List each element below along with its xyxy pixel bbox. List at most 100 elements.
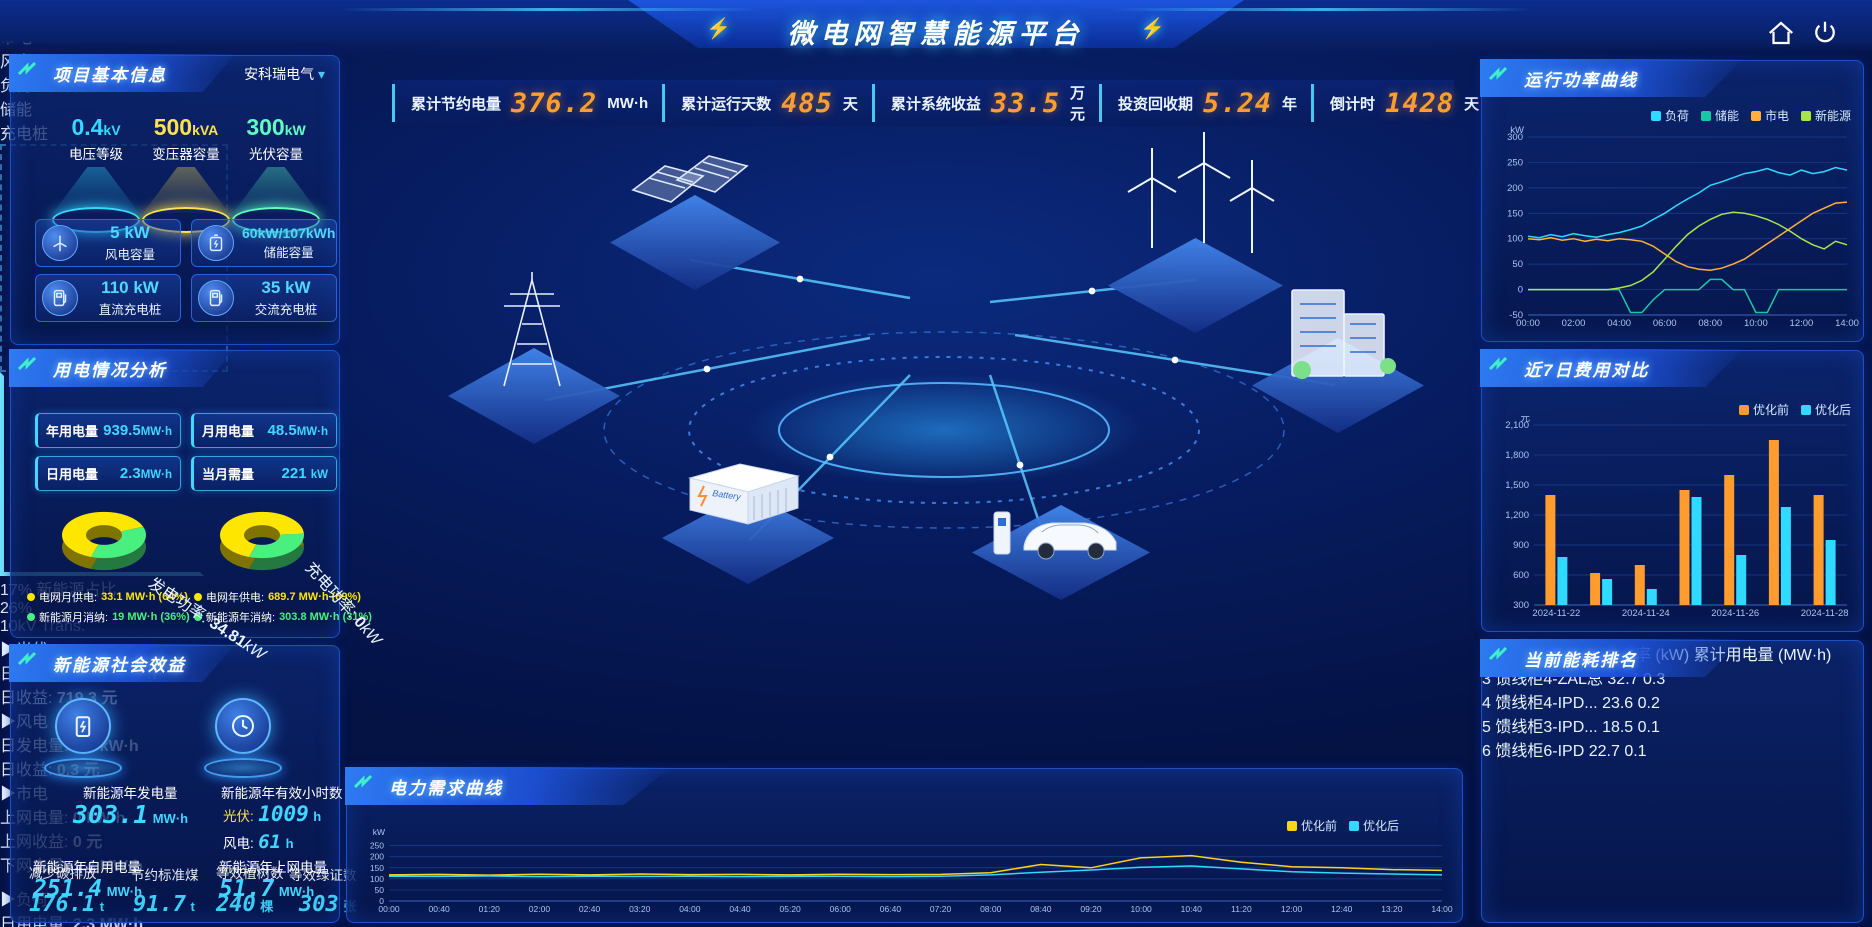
legend-dot [194,613,202,621]
clock-icon [215,698,271,754]
legend-dot [27,593,35,601]
kpi-value: 5.24 [1203,87,1273,119]
trees-label: 等效植树数 [216,866,284,881]
svg-text:09:20: 09:20 [1080,904,1102,914]
panel-corner-icon [1488,646,1508,661]
kpi-unit: 天 [842,95,858,113]
spotlight-transformer-capacity: 500kVA 变压器容量 [134,114,238,233]
legend-item[interactable]: 优化前 [1738,401,1789,418]
header-streak-left [340,8,760,11]
demand-chart-legend: 优化前 优化后 [1287,817,1399,834]
svg-text:02:40: 02:40 [579,904,601,914]
svg-text:kW: kW [373,827,385,837]
capacity-storage: 60kW/107kWh 储能容量 [191,219,337,267]
panel-corner-icon [1488,356,1508,371]
svg-text:14:00: 14:00 [1835,318,1859,329]
table-row[interactable]: 4 馈线柜4-IPD... 23.6 0.2 [1482,689,1863,713]
spotlight-value: 500 [153,114,193,140]
stat-value: 221 [281,465,307,482]
spotlight-unit: kVA [192,122,219,138]
panel-title: 项目基本信息 [9,54,236,92]
capacity-label: 直流充电桩 [98,303,162,317]
svg-text:600: 600 [1513,570,1529,581]
power-cell: 22.7 [1588,743,1620,760]
generation-pedestal [37,698,129,778]
kpi-value: 1428 [1385,87,1455,119]
svg-text:2024-11-26: 2024-11-26 [1711,608,1759,619]
svg-text:900: 900 [1513,540,1529,551]
panel-title-text: 运行功率曲线 [1524,70,1638,90]
panel-corner-icon [353,774,373,789]
stat-value: 2.3 [119,465,141,482]
power-curve-chart: 300 250 200 150 100 50 0 -50 kW 00:00 02:00 04:00 06… [1507,125,1859,329]
panel-title: 电力需求曲线 [345,767,672,805]
hours-label: 新能源年有效小时数 [221,786,343,801]
legend-dot [194,593,202,601]
kpi-label: 累计运行天数 [681,95,772,113]
company-selector-value: 安科瑞电气 [244,66,315,82]
energy-cell: 0.2 [1637,695,1660,712]
panel-energy-ranking: 当前能耗排名 排序 用电支路 实时功率 (kW) 累计用电量 (MW·h) 3 … [1480,639,1864,923]
power-icon[interactable] [1810,18,1840,48]
kpi-countdown: 倒计时 1428 天 [1311,84,1493,122]
table-row[interactable]: 5 馈线柜3-IPD... 18.5 0.1 [1482,713,1863,737]
panel-power-curve: 运行功率曲线 负荷 储能 市电 新能源 300 250 200 150 100 50 0 -50 kW… [1480,59,1864,342]
svg-text:06:00: 06:00 [1653,318,1677,329]
home-icon[interactable] [1766,18,1796,48]
spotlight-voltage-level: 0.4kV 电压等级 [44,114,148,233]
glow-disc [44,758,122,778]
legend-item[interactable]: 新能源 [1800,107,1851,124]
panel-demand-curve: 电力需求曲线 优化前 优化后 250 200 150 100 50 0 kW 00:00 00:4… [345,767,1463,923]
svg-text:元: 元 [1520,415,1530,424]
spotlight-label: 电压等级 [69,147,123,162]
wind-hours-unit: h [285,836,294,851]
building-icon [1291,289,1396,379]
svg-text:0: 0 [379,896,384,906]
legend-value: 19 MW·h (36%) [112,611,190,623]
svg-text:06:40: 06:40 [880,904,902,914]
coal-value: 91.7 t [133,892,195,917]
stat-value: 48.5 [267,422,297,439]
rank-badge: 3 [1482,671,1491,688]
panel-title: 近7日费用对比 [1480,349,1744,387]
svg-text:00:40: 00:40 [429,904,451,914]
co2-label: 减少碳排放 [29,866,97,881]
selfuse-value-unit: MW·h [106,884,143,899]
lightning-icon: ⚡ [1140,18,1165,40]
legend-item[interactable]: 市电 [1750,107,1789,124]
month-supply-donut-chart [62,511,146,571]
wind-turbine-icon [42,225,78,261]
togrid-value-unit: MW·h [278,884,315,899]
selfuse-label: 新能源年自用电量 [33,860,141,875]
kpi-run-days: 累计运行天数 485 天 [662,84,872,122]
kpi-system-income: 累计系统收益 33.5 万元 [871,84,1099,123]
capacity-ac-charger: 35 kW 交流充电桩 [191,274,337,322]
legend-item[interactable]: 优化后 [1349,817,1399,834]
spotlight-label: 光伏容量 [249,147,303,162]
svg-text:12:40: 12:40 [1331,904,1353,914]
trees-value-unit: 棵 [260,899,274,914]
stat-day-usage: 日用电量 2.3MW·h [35,456,181,491]
branch-cell: 馈线柜3-IPD... [1495,719,1598,736]
gen-value-number: 303.1 [73,800,149,829]
legend-item[interactable]: 负荷 [1650,107,1689,124]
legend-item[interactable]: 储能 [1700,107,1739,124]
company-selector[interactable]: 安科瑞电气 ▾ [244,64,325,84]
capacity-value: 110 kW [101,278,159,297]
svg-text:00:00: 00:00 [1516,318,1540,329]
stat-label: 当月需量 [202,467,255,482]
svg-text:10:00: 10:00 [1131,904,1153,914]
co2-value: 176.1 t [29,892,104,917]
panel-title: 新能源社会效益 [9,644,236,682]
energy-cell: 0.1 [1624,743,1647,760]
legend-item[interactable]: 优化前 [1287,817,1337,834]
legend-item[interactable]: 优化后 [1800,401,1851,418]
panel-social-benefit: 新能源社会效益 新能源年发电量 303.1 MW·h 新能源年有效小时数 光伏:… [9,644,357,923]
kpi-label: 累计系统收益 [890,95,981,113]
battery-container-icon: Battery [688,463,800,525]
coal-value-number: 91.7 [133,892,186,917]
coal-value-unit: t [190,899,195,914]
table-row[interactable]: 6 馈线柜6-IPD 22.7 0.1 [1482,737,1863,761]
svg-text:04:40: 04:40 [729,904,751,914]
